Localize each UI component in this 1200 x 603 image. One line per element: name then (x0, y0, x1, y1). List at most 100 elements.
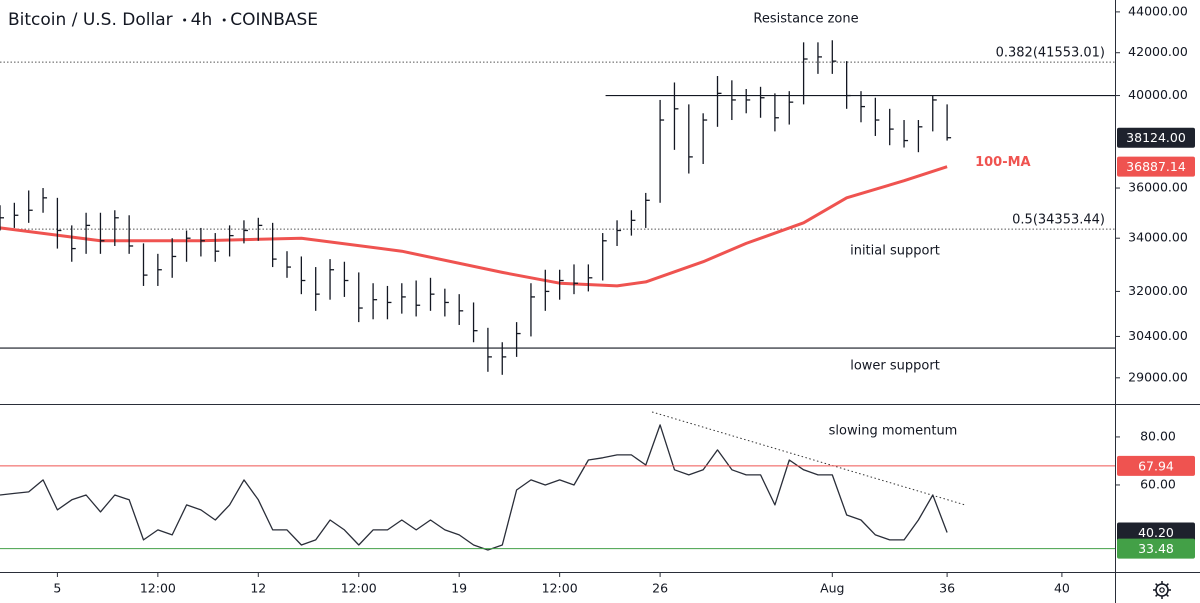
moving-average-label: 100-MA (975, 155, 1031, 170)
y-tick-label: 60.00 (1140, 476, 1176, 491)
y-tick-label: 30400.00 (1128, 328, 1188, 343)
ohlc-bar (458, 294, 464, 325)
settings-icon-teeth (1153, 581, 1171, 599)
ohlc-bar (659, 99, 665, 203)
title-separator (222, 18, 226, 22)
ohlc-bar (401, 283, 406, 314)
ohlc-bar (243, 220, 248, 244)
ohlc-bar (673, 82, 679, 150)
ohlc-bar (142, 243, 148, 286)
rsi-line (0, 424, 948, 551)
settings-icon[interactable] (1153, 581, 1171, 599)
ohlc-bar (759, 86, 765, 118)
moving-average-line (0, 165, 948, 288)
ohlc-bar (559, 269, 564, 300)
ohlc-bar (315, 267, 320, 311)
x-tick-label: 36 (939, 581, 955, 596)
ohlc-bar (860, 91, 866, 123)
price-tag-label: 67.94 (1138, 458, 1174, 473)
ohlc-bar (200, 227, 205, 257)
ohlc-bar (228, 225, 234, 257)
price-tag-label: 36887.14 (1126, 159, 1186, 174)
ohlc-bar (42, 188, 48, 213)
ohlc-bar (616, 220, 622, 246)
y-tick-label: 32000.00 (1128, 283, 1188, 298)
ohlc-bar (745, 88, 751, 114)
ohlc-bar (171, 238, 177, 278)
ohlc-bar (185, 230, 191, 262)
ohlc-bar (688, 104, 693, 174)
x-tick-label: 26 (652, 581, 668, 596)
fib-level-label: 0.382(41553.01) (996, 46, 1105, 61)
ohlc-bar (28, 190, 33, 223)
x-tick-label: 12:00 (140, 581, 176, 596)
ohlc-bar (946, 104, 952, 141)
ohlc-bar (774, 93, 779, 132)
price-tag-label: 38124.00 (1126, 130, 1186, 145)
price-tag-label: 33.48 (1138, 541, 1174, 556)
y-tick-label: 44000.00 (1128, 3, 1188, 18)
ohlc-bar (286, 251, 292, 278)
ohlc-bar (917, 120, 923, 153)
y-tick-label: 40000.00 (1128, 87, 1188, 102)
ohlc-bar (214, 233, 220, 262)
ohlc-bar (544, 269, 550, 311)
y-tick-label: 80.00 (1140, 428, 1176, 443)
title-separator (183, 18, 187, 22)
ohlc-bar (788, 91, 794, 125)
price-tag (1117, 127, 1195, 148)
x-tick-label: 12:00 (341, 581, 377, 596)
ohlc-bar (444, 288, 449, 317)
y-tick-label: 42000.00 (1128, 44, 1188, 59)
ohlc-bar (0, 205, 4, 231)
price-tag (1117, 522, 1195, 543)
price-tag (1117, 455, 1195, 476)
ohlc-bar (530, 283, 535, 337)
ohlc-bar (645, 192, 650, 228)
ohlc-bar (372, 283, 378, 320)
ohlc-bar (114, 210, 119, 246)
ohlc-bar (874, 97, 880, 136)
ohlc-bar (630, 210, 636, 236)
ohlc-bar (272, 222, 277, 268)
annotation: slowing momentum (829, 424, 958, 439)
y-tick-label: 34000.00 (1128, 230, 1188, 245)
settings-icon-core (1159, 587, 1165, 593)
ohlc-bar (817, 42, 822, 74)
ohlc-bar (71, 225, 76, 262)
ohlc-bar (358, 272, 363, 323)
ohlc-bar (501, 342, 507, 375)
annotation: lower support (850, 359, 940, 374)
ohlc-bar (472, 302, 478, 343)
price-tag-label: 40.20 (1138, 525, 1174, 540)
ohlc-bar (487, 327, 492, 372)
ohlc-bar (13, 202, 19, 228)
fib-level-label: 0.5(34353.44) (1012, 213, 1105, 228)
ohlc-bar (846, 61, 851, 109)
ohlc-bar (386, 285, 392, 320)
ohlc-bar (573, 264, 579, 295)
ohlc-bar (587, 264, 593, 292)
ohlc-bar (702, 113, 708, 164)
ohlc-bar (716, 76, 722, 127)
ohlc-bar (831, 40, 837, 74)
ohlc-bar (343, 261, 349, 297)
annotation: Resistance zone (753, 12, 858, 27)
x-tick-label: 19 (451, 581, 467, 596)
x-tick-label: 40 (1054, 581, 1070, 596)
y-tick-label: 29000.00 (1128, 369, 1188, 384)
ohlc-bar (157, 253, 162, 286)
annotation: initial support (850, 244, 940, 259)
ohlc-bar (602, 233, 607, 281)
ohlc-bar (99, 212, 105, 254)
x-tick-label: 12 (250, 581, 266, 596)
price-tag (1117, 156, 1195, 177)
ohlc-bar (257, 217, 263, 241)
ohlc-bar (329, 259, 335, 300)
x-tick-label: 5 (53, 581, 61, 596)
ohlc-bar (415, 280, 421, 317)
ohlc-bar (903, 120, 909, 148)
chart-title: 4h (191, 10, 213, 30)
